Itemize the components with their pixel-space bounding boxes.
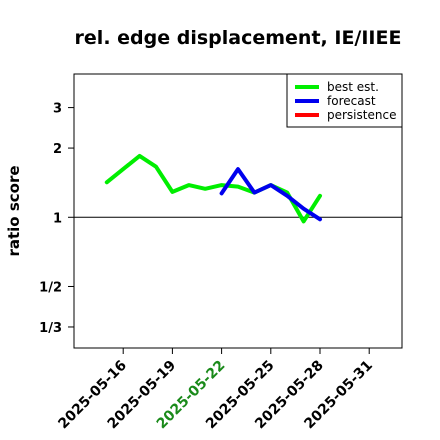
y-axis: 1/3 1/2 1 2 3 bbox=[39, 102, 74, 336]
series-line-forecast bbox=[219, 167, 322, 222]
legend-label: forecast bbox=[327, 94, 376, 108]
y-tick-label: 3 bbox=[53, 102, 62, 117]
y-tick-label: 2 bbox=[53, 142, 62, 157]
plot-frame bbox=[73, 73, 403, 349]
legend-label: best est. bbox=[327, 80, 379, 94]
y-tick-label: 1/3 bbox=[39, 321, 62, 336]
chart-title: rel. edge displacement, IE/IIEE bbox=[75, 27, 402, 49]
plot-area bbox=[104, 153, 322, 224]
x-axis: 2025-05-162025-05-192025-05-222025-05-25… bbox=[55, 348, 376, 432]
y-tick-label: 1 bbox=[53, 211, 62, 226]
y-tick-label: 1/2 bbox=[39, 280, 62, 295]
y-axis-label: ratio score bbox=[5, 165, 23, 256]
series-line-best-est bbox=[104, 153, 322, 224]
legend-label: persistence bbox=[327, 108, 396, 122]
